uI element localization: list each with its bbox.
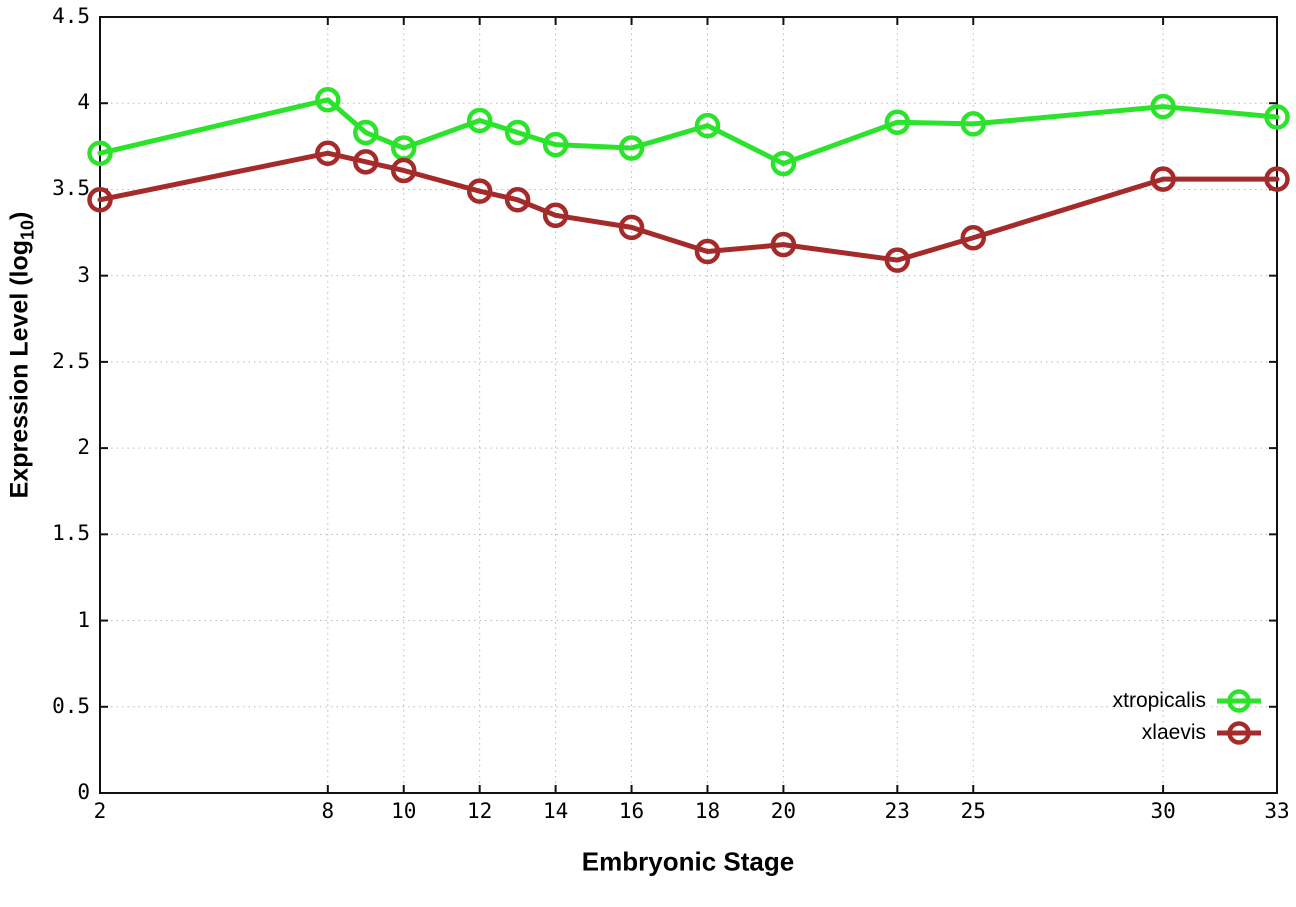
y-axis-title-text: Expression Level (log — [5, 239, 34, 499]
data-point-xtropicalis — [960, 111, 987, 137]
x-tick-label: 23 — [884, 799, 910, 823]
data-point-xtropicalis — [87, 140, 113, 166]
y-tick-label: 1 — [77, 607, 90, 632]
data-point-xlaevis — [542, 202, 569, 229]
data-point-xlaevis — [1264, 166, 1290, 192]
x-tick-label: 2 — [93, 799, 107, 823]
data-point-xlaevis — [466, 178, 493, 204]
data-point-xlaevis — [618, 214, 645, 241]
data-point-xtropicalis — [504, 119, 531, 146]
data-point-xtropicalis — [353, 119, 379, 146]
data-point-xlaevis — [694, 238, 721, 265]
x-axis-title: Embryonic Stage — [581, 846, 795, 877]
series-line-xlaevis — [97, 150, 1280, 263]
x-tick-label: 12 — [467, 799, 493, 823]
data-point-xtropicalis — [466, 107, 493, 134]
y-axis-title: Expression Level (log10) — [6, 212, 39, 499]
data-point-xlaevis — [390, 157, 417, 184]
data-point-xtropicalis — [884, 109, 911, 135]
legend-label-xlaevis: xlaevis — [1141, 721, 1206, 744]
data-point-xlaevis — [87, 187, 113, 213]
data-point-xlaevis — [770, 231, 797, 258]
plot-border — [99, 16, 1278, 794]
data-point-xlaevis — [960, 224, 987, 251]
legend-row-xlaevis: xlaevis — [1142, 719, 1262, 747]
x-tick-label: 8 — [321, 799, 335, 823]
data-point-xlaevis — [884, 247, 911, 273]
y-tick-label: 2 — [77, 435, 90, 460]
data-point-xtropicalis — [694, 112, 721, 139]
y-axis-title-suffix: ) — [5, 211, 34, 220]
x-tick-label: 30 — [1150, 799, 1176, 823]
x-tick-label: 33 — [1264, 799, 1290, 823]
data-point-xtropicalis — [618, 135, 645, 161]
data-point-xlaevis — [504, 187, 531, 213]
data-point-xtropicalis — [1150, 93, 1176, 120]
data-point-xlaevis — [353, 149, 379, 175]
data-point-xlaevis — [315, 140, 341, 166]
x-tick-label: 25 — [960, 799, 986, 823]
data-point-xtropicalis — [770, 150, 797, 177]
legend-row-xtropicalis: xtropicalis — [1113, 687, 1262, 715]
y-axis-title-subscript: 10 — [17, 219, 38, 240]
y-tick-label: 3.5 — [52, 176, 90, 201]
x-tick-label: 20 — [770, 799, 797, 823]
data-point-xtropicalis — [315, 87, 341, 113]
series-line-xtropicalis — [97, 97, 1280, 167]
x-tick-label: 16 — [618, 799, 645, 823]
data-point-xlaevis — [1150, 166, 1176, 192]
y-tick-label: 1.5 — [52, 521, 90, 546]
y-tick-label: 0.5 — [52, 693, 90, 718]
y-tick-label: 4 — [77, 90, 90, 115]
legend-label-xtropicalis: xtropicalis — [1112, 689, 1206, 712]
legend-marker-xtropicalis-icon — [1217, 689, 1261, 713]
y-tick-label: 2.5 — [52, 348, 90, 373]
x-tick-label: 14 — [542, 799, 569, 823]
y-tick-label: 4.5 — [52, 4, 90, 28]
x-tick-label: 10 — [391, 799, 417, 823]
y-tick-label: 3 — [77, 262, 90, 287]
data-point-xtropicalis — [542, 131, 569, 158]
legend-marker-xlaevis-icon — [1217, 721, 1261, 745]
y-tick-label: 0 — [77, 780, 90, 804]
x-tick-label: 18 — [694, 799, 721, 823]
data-point-xtropicalis — [1264, 104, 1290, 130]
legend: xtropicalis xlaevis — [1113, 687, 1262, 747]
